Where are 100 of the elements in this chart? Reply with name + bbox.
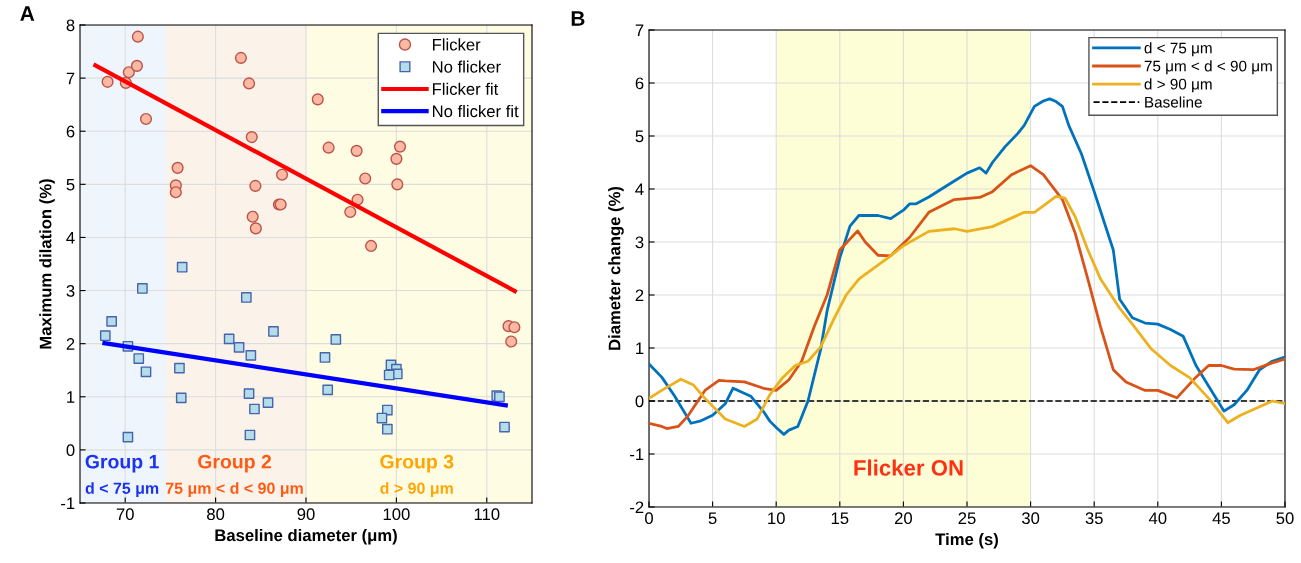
point [234,51,247,65]
point [131,30,144,43]
point [137,283,148,294]
y-tick-label: 2 [635,289,644,302]
band-label: Flicker ON [854,459,963,476]
point [249,222,262,235]
point [322,384,334,396]
point [139,112,153,126]
x-tick-label: 110 [474,508,500,521]
y-tick-label: 5 [66,178,75,191]
y-tick-label: -2 [630,501,644,514]
x-tick-label: 45 [1212,512,1230,525]
legend-label: Flicker fit [432,82,499,95]
point [101,75,114,88]
point [383,369,395,381]
annotation: 75 μm < d < 90 μm [165,482,303,497]
y-tick-label: 2 [66,338,75,350]
point [223,333,235,345]
x-tick-label: 20 [894,512,913,525]
x-tick-label: 35 [1085,512,1103,525]
text: A [20,6,35,21]
point [169,186,182,199]
y-tick-label: -1 [630,448,644,461]
point [175,392,187,404]
point [249,179,262,193]
y-tick-label: -1 [61,497,75,510]
point [140,366,152,378]
x-tick-label: 0 [645,512,653,525]
point [240,292,252,303]
point [330,334,342,345]
y-tick-label: 1 [636,342,644,355]
band-label: Group 3 [380,454,454,473]
band-label: Group 2 [198,454,272,473]
point [246,210,259,223]
legend-label: Flicker [432,38,481,51]
legend-label: 75 μm < d < 90 μm [1144,60,1272,75]
point [249,403,260,415]
point [174,362,185,374]
line-series [649,97,1285,436]
y-tick-label: 8 [66,19,75,32]
point [350,144,363,157]
x-tick-label: 40 [1148,512,1167,525]
point [130,59,144,72]
point [268,326,279,337]
x-tick-label: 50 [1276,512,1294,525]
x-axis-title: Baseline diameter (μm) [215,528,397,545]
y-axis-title: Maximum dilation (%) [39,179,55,349]
point [322,141,335,154]
point [171,161,184,174]
point [359,172,372,185]
x-tick-label: 100 [383,508,410,521]
annotation: d < 75 μm [85,482,159,497]
y-tick-label: 4 [635,183,644,196]
point [508,321,521,334]
point [122,66,135,79]
point [382,423,393,435]
point [319,352,331,363]
x-tick-label: 15 [831,512,849,525]
point [245,130,258,144]
x-axis-title: Time (s) [935,532,998,549]
x-tick-label: 30 [1021,512,1040,525]
x-tick-label: 25 [958,512,976,525]
point [262,397,274,408]
legend-label: d < 75 μm [1144,42,1212,57]
y-tick-label: 3 [66,284,75,297]
point [390,152,403,165]
band-label: Group 1 [85,454,159,473]
point [242,77,256,90]
x-tick-label: 5 [708,512,717,525]
y-tick-label: 5 [635,130,644,143]
legend-label: No flicker fit [432,104,519,118]
y-tick-label: 1 [67,391,75,403]
point [344,205,357,219]
legend-label: Baseline [1145,96,1202,108]
point [176,261,188,273]
y-axis-title: Diameter change (%) [608,186,624,350]
y-tick-label: 7 [635,24,644,37]
x-tick-label: 70 [116,508,134,521]
y-tick-label: 7 [66,72,75,85]
point [243,388,255,399]
x-tick-label: 90 [297,508,315,521]
point [99,330,111,342]
x-tick-label: 10 [768,512,785,525]
point [499,421,510,433]
point [365,239,378,253]
y-tick-label: 6 [66,125,75,138]
point [106,316,117,327]
point [245,349,257,361]
point [233,342,245,353]
point [393,140,407,153]
y-tick-label: 3 [635,236,644,249]
point [311,93,324,106]
y-tick-label: 0 [635,395,644,408]
y-tick-label: 6 [635,77,644,90]
point [505,335,518,348]
point [275,168,289,181]
legend-label: d > 90 μm [1144,78,1212,93]
x-tick-label: 80 [207,508,225,521]
legend-label: No flicker [432,60,501,73]
text: B [571,11,585,26]
